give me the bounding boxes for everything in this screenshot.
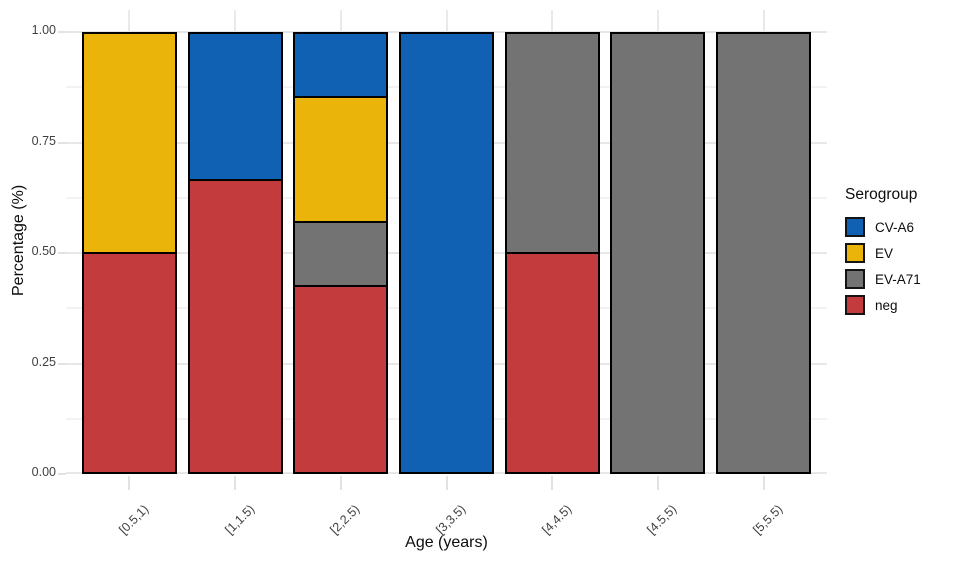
bar-segment-EV-A71 bbox=[718, 34, 810, 472]
legend-label: EV bbox=[875, 245, 894, 261]
bar-segment-CV-A6 bbox=[189, 34, 281, 180]
bar-[3,3.5) bbox=[399, 32, 494, 474]
bar-segment-EV-A71 bbox=[506, 34, 598, 252]
y-tick-label: 0.50 bbox=[31, 244, 56, 258]
bar-[4,4.5) bbox=[504, 32, 600, 474]
y-tick-label: 0.00 bbox=[31, 465, 56, 479]
y-tick-label: 0.25 bbox=[31, 354, 56, 369]
legend-item-EV: EV bbox=[845, 243, 921, 263]
legend-item-EV-A71: EV-A71 bbox=[845, 269, 921, 289]
x-tick bbox=[339, 476, 342, 490]
plot-panel bbox=[66, 10, 827, 474]
x-tick bbox=[656, 476, 659, 490]
x-tick bbox=[551, 476, 554, 490]
bar-segment-EV-A71 bbox=[612, 34, 704, 472]
bar-[2,2.5) bbox=[293, 32, 389, 474]
y-tick bbox=[58, 362, 66, 365]
legend-swatch-neg bbox=[845, 295, 865, 315]
legend-label: CV-A6 bbox=[875, 219, 915, 235]
bar-segment-EV-A71 bbox=[295, 221, 387, 285]
legend-items: CV-A6 EV EV-A71 neg bbox=[845, 217, 921, 315]
bar-segment-EV bbox=[83, 34, 175, 252]
x-tick-label: [4,4.5) bbox=[539, 502, 575, 537]
bar-segment-neg bbox=[189, 179, 281, 472]
x-tick-label: [2,2.5) bbox=[327, 502, 363, 537]
x-tick bbox=[128, 476, 131, 490]
x-tick-label: [4.5,5) bbox=[644, 502, 680, 537]
legend-label: EV-A71 bbox=[875, 271, 921, 287]
bar-[1,1.5) bbox=[187, 32, 283, 474]
bar-segment-neg bbox=[83, 252, 175, 472]
legend-item-neg: neg bbox=[845, 295, 921, 315]
bar-segment-neg bbox=[506, 252, 598, 472]
bar-[0.5,1) bbox=[81, 32, 177, 474]
y-tick-label: 1.00 bbox=[31, 23, 56, 37]
bar-segment-EV bbox=[295, 95, 387, 222]
y-tick bbox=[58, 252, 66, 254]
legend-swatch-CV-A6 bbox=[845, 217, 865, 237]
bar-segment-CV-A6 bbox=[295, 34, 387, 96]
legend-swatch-EV bbox=[845, 243, 865, 263]
bar-segment-CV-A6 bbox=[401, 34, 492, 472]
x-tick-label: [5,5.5) bbox=[750, 502, 786, 537]
x-tick bbox=[445, 476, 448, 490]
legend-label: neg bbox=[875, 297, 898, 313]
bar-segment-neg bbox=[295, 284, 387, 473]
legend-title: Serogroup bbox=[845, 186, 918, 203]
y-tick bbox=[58, 141, 66, 144]
legend-swatch-EV-A71 bbox=[845, 269, 865, 289]
y-axis-title: Percentage (%) bbox=[10, 184, 27, 296]
legend: Serogroup CV-A6 EV EV-A71 neg bbox=[845, 186, 921, 321]
y-tick-label: 0.75 bbox=[31, 133, 56, 148]
x-tick-label: [0.5,1) bbox=[116, 502, 152, 537]
x-tick-label: [1,1.5) bbox=[222, 502, 258, 537]
x-tick-label: [3,3.5) bbox=[433, 502, 469, 537]
x-axis-title: Age (years) bbox=[405, 534, 488, 551]
y-tick bbox=[58, 473, 66, 475]
y-tick bbox=[58, 31, 66, 33]
x-tick bbox=[234, 476, 237, 490]
legend-item-CV-A6: CV-A6 bbox=[845, 217, 921, 237]
bar-[5,5.5) bbox=[716, 32, 812, 474]
bar-[4.5,5) bbox=[610, 32, 706, 474]
x-tick bbox=[762, 476, 765, 490]
